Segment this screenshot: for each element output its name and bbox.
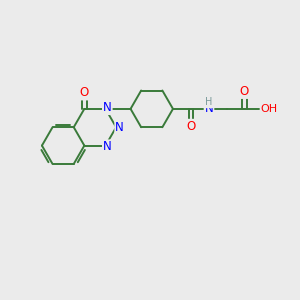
Text: O: O <box>240 85 249 98</box>
Text: H: H <box>205 98 213 107</box>
Text: O: O <box>80 86 89 100</box>
Text: N: N <box>115 121 124 134</box>
Text: N: N <box>103 101 112 114</box>
Text: N: N <box>205 102 213 116</box>
Text: N: N <box>103 140 112 153</box>
Text: O: O <box>186 120 196 133</box>
Text: OH: OH <box>261 104 278 114</box>
